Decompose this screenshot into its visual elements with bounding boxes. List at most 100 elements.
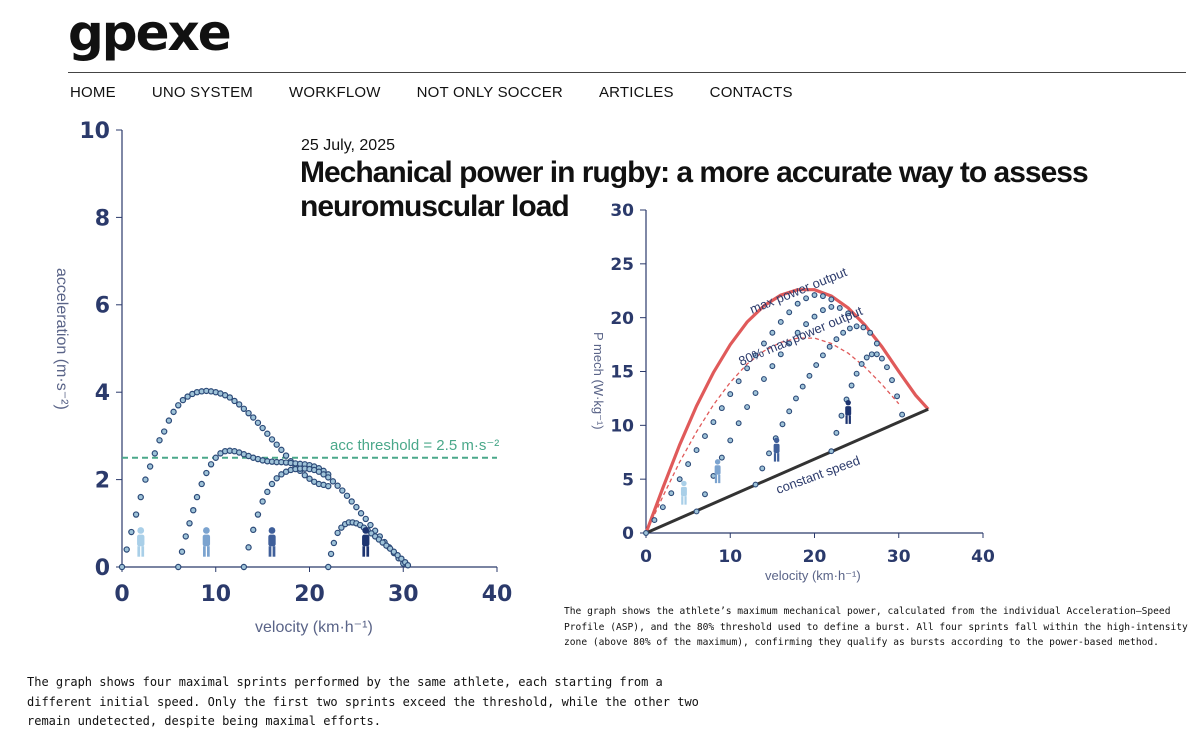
- power-point: [744, 365, 751, 372]
- power-point: [819, 352, 826, 359]
- power-point: [769, 363, 776, 370]
- acceleration-point: [329, 478, 337, 485]
- acceleration-chart-points: [118, 387, 412, 571]
- nav-workflow[interactable]: WORKFLOW: [289, 84, 381, 101]
- acceleration-chart-y-tick-label: 4: [95, 381, 110, 406]
- power-chart-x-tick-label: 40: [971, 547, 995, 567]
- acceleration-point: [315, 468, 323, 475]
- acceleration-point: [146, 463, 154, 470]
- acceleration-point: [207, 461, 215, 468]
- acceleration-point: [231, 397, 238, 405]
- acceleration-point: [343, 492, 351, 499]
- acceleration-chart-icons: [137, 527, 370, 557]
- walking-person-icon: [714, 459, 721, 484]
- nav-uno-system[interactable]: UNO SYSTEM: [151, 84, 253, 101]
- acceleration-point: [390, 548, 398, 555]
- acceleration-point: [254, 419, 262, 426]
- power-sprint-2: [693, 303, 852, 515]
- acceleration-chart-axes: 0 10 20 30 40 0 2 4 6 8 10: [79, 119, 512, 607]
- nav-contacts[interactable]: CONTACTS: [709, 84, 793, 101]
- acceleration-point: [362, 515, 369, 523]
- acceleration-point: [182, 533, 189, 540]
- acceleration-point: [259, 498, 266, 505]
- acceleration-chart-y-tick-label: 2: [95, 469, 110, 494]
- walking-person-icon: [202, 527, 211, 557]
- nav-not-only-soccer[interactable]: NOT ONLY SOCCER: [416, 84, 563, 101]
- power-point: [846, 325, 853, 332]
- power-point: [860, 324, 867, 331]
- power-chart-y-tick-label: 20: [610, 309, 634, 329]
- acceleration-point: [278, 446, 285, 454]
- acceleration-point: [226, 394, 234, 401]
- power-chart-x-tick-label: 30: [887, 547, 911, 567]
- nav-articles[interactable]: ARTICLES: [598, 84, 674, 101]
- power-point: [744, 404, 751, 410]
- power-point: [863, 354, 870, 361]
- constant-speed-line: [645, 407, 929, 535]
- acceleration-point: [264, 430, 271, 437]
- acceleration-point: [394, 552, 401, 559]
- standing-person-icon: [137, 527, 145, 557]
- power-point: [873, 340, 880, 347]
- acceleration-point: [301, 472, 309, 479]
- site-logo[interactable]: gpexe: [68, 4, 232, 62]
- max-power-curve: [644, 288, 930, 534]
- power-point: [858, 361, 865, 367]
- power-point: [873, 351, 880, 358]
- acceleration-point: [245, 409, 252, 417]
- power-chart-y-tick-label: 30: [610, 201, 634, 221]
- acc-threshold-label: acc threshold = 2.5 m·s⁻²: [330, 437, 499, 454]
- acceleration-point: [175, 402, 182, 409]
- acceleration-point: [268, 480, 276, 488]
- power-point: [811, 292, 818, 299]
- acceleration-point: [137, 493, 144, 501]
- running-person-icon: [773, 437, 780, 462]
- power-point: [894, 393, 901, 400]
- power-point: [718, 405, 725, 412]
- power-point: [777, 319, 784, 325]
- power-chart-x-tick-label: 0: [640, 547, 652, 567]
- power-point: [793, 395, 799, 402]
- acceleration-point: [338, 524, 345, 531]
- standing-person-icon: [680, 480, 687, 505]
- acceleration-point: [330, 539, 338, 547]
- acceleration-point: [250, 414, 257, 421]
- power-point: [735, 420, 742, 427]
- power-chart-y-tick-label: 10: [610, 416, 634, 436]
- acceleration-point: [245, 544, 252, 551]
- main-nav: HOME UNO SYSTEM WORKFLOW NOT ONLY SOCCER…: [70, 84, 793, 101]
- acceleration-point: [170, 408, 177, 416]
- article-date: 25 July, 2025: [301, 137, 395, 154]
- acceleration-chart-y-tick-label: 10: [79, 119, 110, 144]
- acceleration-point: [186, 520, 193, 527]
- power-chart-axes: 0 10 20 30 40 0 5 10 15 20 25 30: [610, 201, 995, 567]
- power-point: [727, 391, 734, 398]
- acceleration-point: [306, 475, 313, 482]
- power-point: [819, 293, 826, 300]
- acceleration-point: [348, 498, 355, 505]
- power-point: [828, 296, 835, 303]
- power-point: [685, 461, 692, 468]
- power-point: [668, 490, 675, 497]
- power-chart-x-tick-label: 10: [718, 547, 742, 567]
- nav-home[interactable]: HOME: [70, 84, 116, 101]
- power-point: [718, 454, 725, 461]
- acceleration-point: [404, 562, 412, 569]
- power-point: [799, 383, 806, 390]
- acceleration-point: [184, 393, 191, 400]
- power-point: [727, 437, 734, 444]
- power-point: [828, 448, 835, 455]
- acceleration-point: [334, 529, 341, 537]
- power-chart-x-tick-label: 20: [803, 547, 827, 567]
- acceleration-point: [320, 471, 327, 478]
- max-power-label: max power output: [748, 264, 850, 317]
- power-chart-y-tick-label: 15: [610, 363, 634, 383]
- acceleration-chart-xlabel: velocity (km·h⁻¹): [255, 619, 373, 636]
- acceleration-point: [353, 503, 360, 511]
- power-point: [676, 476, 683, 483]
- power-point: [786, 340, 793, 347]
- acceleration-point: [193, 493, 201, 501]
- acceleration-point: [128, 528, 135, 536]
- power-chart-points: [643, 292, 906, 536]
